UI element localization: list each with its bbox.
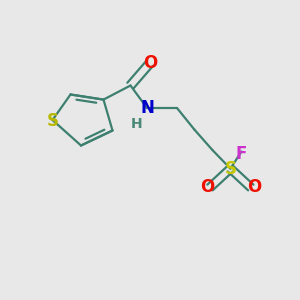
Text: O: O [200,178,214,196]
Text: S: S [46,112,58,130]
Text: H: H [131,117,142,131]
Text: S: S [224,160,236,178]
Text: N: N [140,99,154,117]
Text: O: O [247,178,261,196]
Text: O: O [143,54,157,72]
Text: F: F [236,145,247,163]
